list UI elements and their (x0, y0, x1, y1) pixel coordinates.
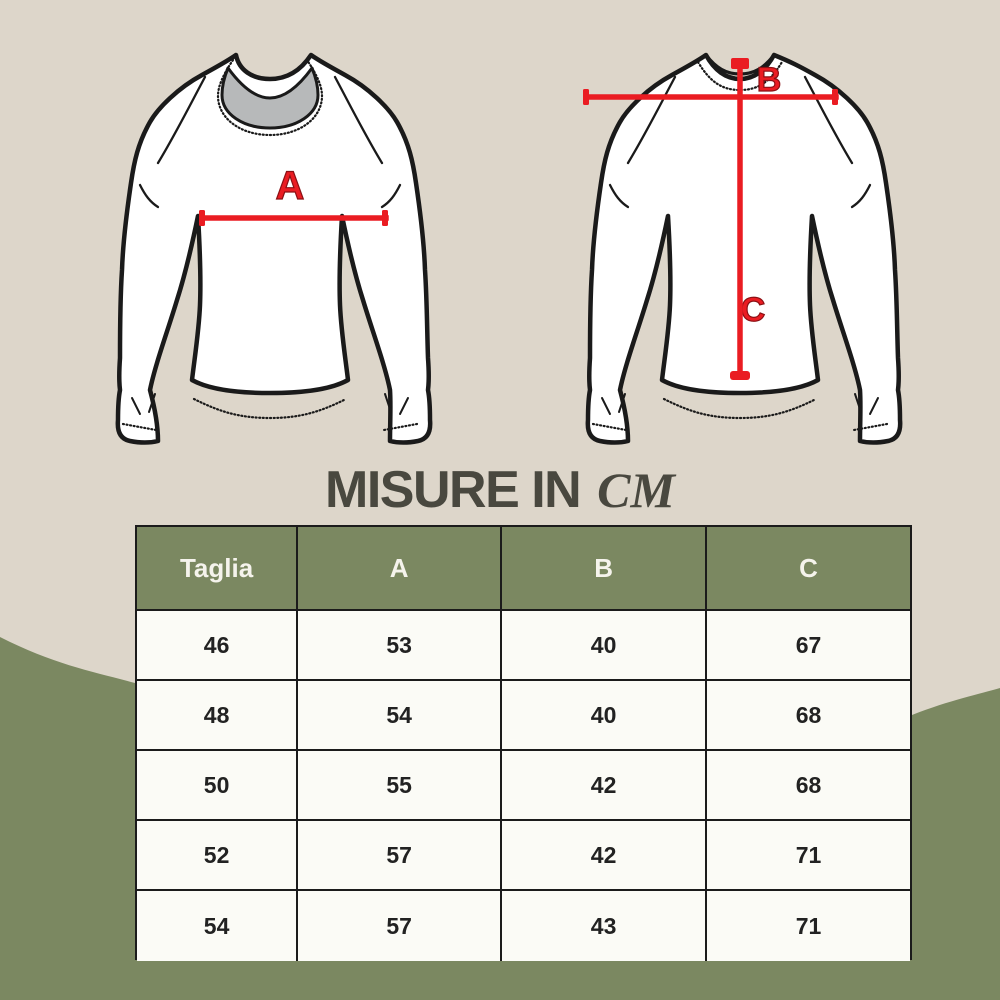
svg-text:B: B (757, 61, 782, 99)
svg-text:C: C (741, 291, 766, 329)
svg-text:A: A (276, 164, 305, 208)
